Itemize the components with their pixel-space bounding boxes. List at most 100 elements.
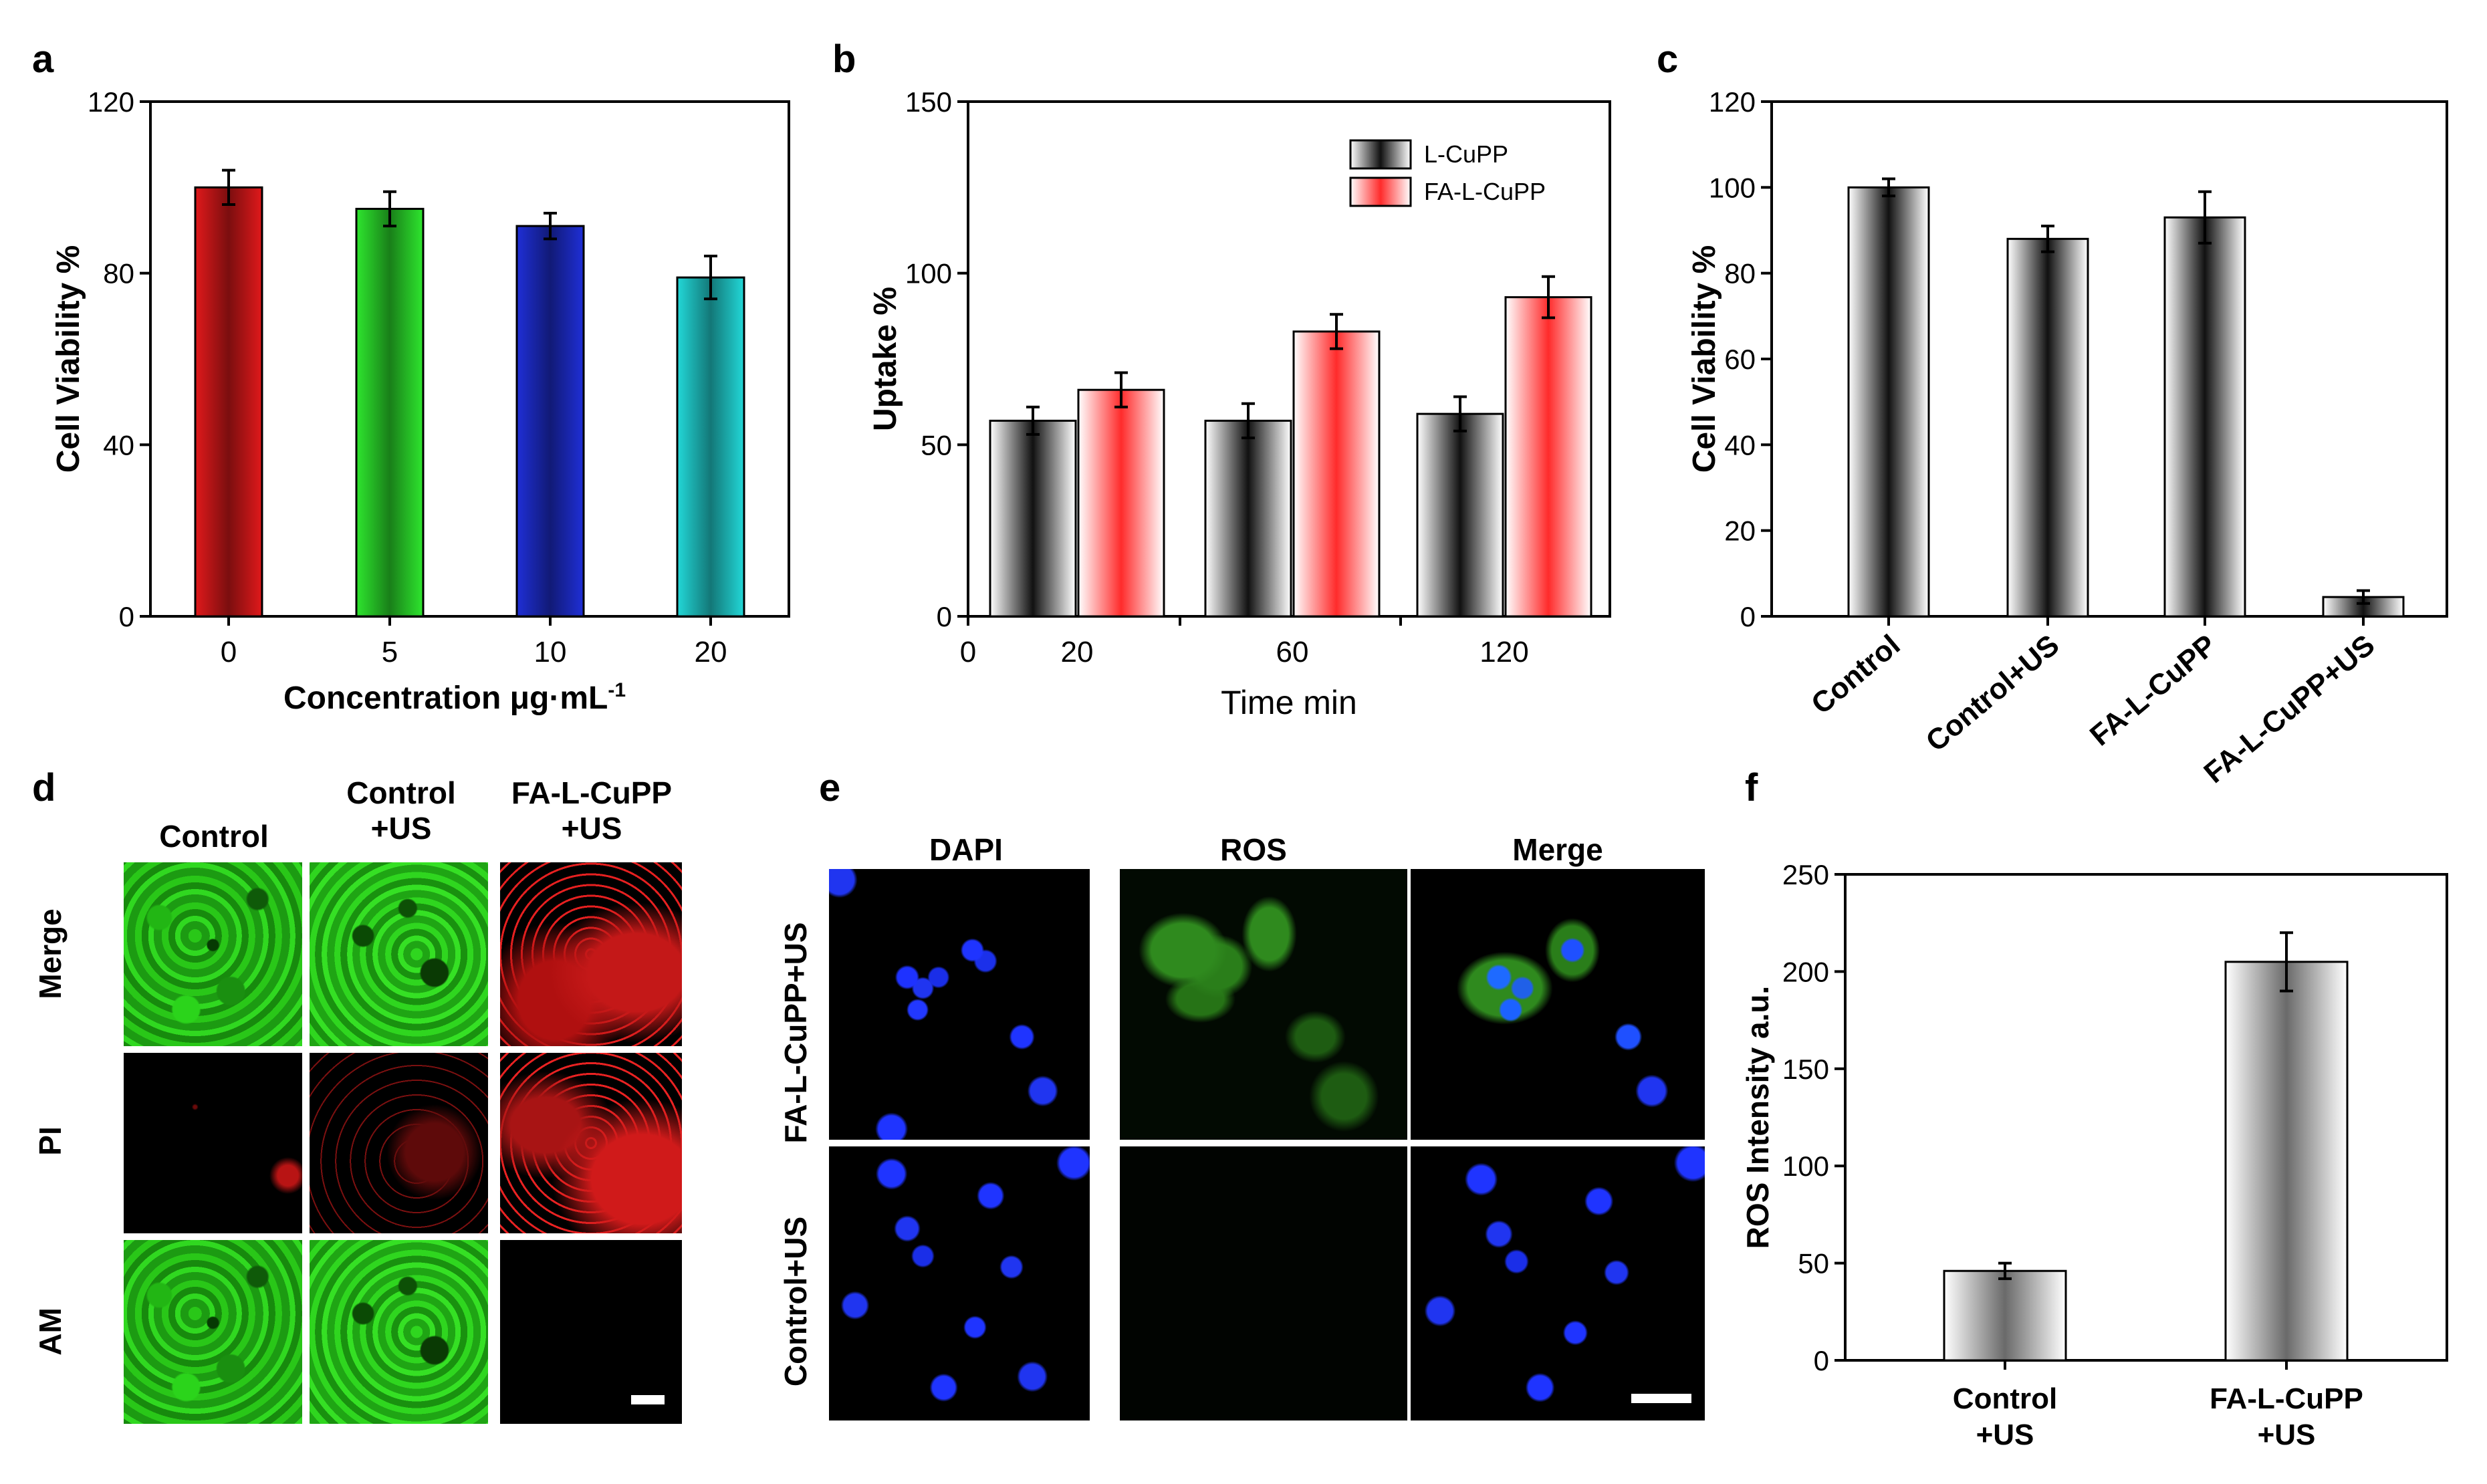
c-ylabel: Cell Viability % bbox=[1687, 245, 1722, 473]
c-ytick-label: 100 bbox=[1709, 172, 1756, 203]
e-scale-bar bbox=[1631, 1394, 1691, 1403]
f-bar bbox=[1943, 1269, 2067, 1362]
b-ytick-label: 0 bbox=[937, 601, 952, 632]
a-xlabel: Concentration μg·mL-1 bbox=[283, 679, 626, 716]
e-row-label-fa-us: FA-L-CuPP+US bbox=[778, 922, 813, 1144]
a-ytick-label: 40 bbox=[103, 429, 134, 461]
a-bar bbox=[676, 276, 745, 618]
e-tile-ros-fa-us bbox=[1120, 869, 1407, 1140]
d-tile-pi-control bbox=[124, 1053, 302, 1233]
f-ytick-label: 50 bbox=[1798, 1248, 1829, 1279]
e-tile-ros-control-us bbox=[1120, 1146, 1407, 1420]
b-bar-fa-l-cupp bbox=[1292, 330, 1381, 618]
b-xlabel: Time min bbox=[1221, 684, 1357, 721]
a-bar bbox=[194, 186, 263, 618]
a-ytick-label: 0 bbox=[119, 601, 134, 632]
d-row-label-pi: PI bbox=[33, 1126, 68, 1156]
b-xtick-label: 20 bbox=[1061, 636, 1094, 668]
a-ytick-label: 120 bbox=[88, 86, 134, 118]
a-xtick-label: 10 bbox=[534, 636, 567, 668]
b-legend-swatch bbox=[1349, 176, 1412, 207]
b-legend-label: FA-L-CuPP bbox=[1424, 178, 1546, 205]
panel-label-d: d bbox=[32, 766, 56, 810]
c-ytick-label: 40 bbox=[1724, 429, 1756, 461]
e-row-label-control-us: Control+US bbox=[778, 1216, 813, 1387]
b-legend-swatch bbox=[1349, 139, 1412, 170]
f-ytick-label: 250 bbox=[1782, 859, 1829, 890]
c-xtick-label: Control+US bbox=[1920, 628, 2066, 758]
d-tile-merge-control bbox=[124, 862, 302, 1046]
a-xlabel-sup: -1 bbox=[608, 679, 626, 701]
d-tile-merge-fa-us bbox=[500, 862, 682, 1046]
c-xtick-label: Control bbox=[1805, 628, 1906, 721]
a-xlabel-main: Concentration μg·mL bbox=[283, 681, 608, 716]
d-col-label-control-us: Control +US bbox=[308, 775, 495, 846]
c-xtick-label: FA-L-CuPP+US bbox=[2198, 628, 2381, 789]
a-axes-frame bbox=[149, 100, 790, 618]
d-tile-pi-fa-us bbox=[500, 1053, 682, 1233]
b-xtick-label: 0 bbox=[960, 636, 976, 668]
c-ytick-label: 20 bbox=[1724, 515, 1756, 547]
f-xtick-label: FA-L-CuPP bbox=[2210, 1382, 2363, 1415]
c-xtick-label: FA-L-CuPP bbox=[2084, 628, 2223, 752]
f-ytick-label: 200 bbox=[1782, 956, 1829, 987]
f-ytick-label: 0 bbox=[1814, 1345, 1829, 1376]
panel-label-e: e bbox=[819, 766, 841, 810]
a-bar bbox=[515, 225, 585, 618]
a-ytick-label: 80 bbox=[103, 258, 134, 289]
d-tile-merge-control-us bbox=[310, 862, 488, 1046]
d-col-label-fa-us-text: FA-L-CuPP +US bbox=[511, 775, 673, 846]
f-xtick-label: +US bbox=[2258, 1418, 2316, 1451]
c-bar bbox=[2163, 216, 2246, 618]
d-tile-pi-control-us bbox=[310, 1053, 488, 1233]
d-col-label-control-us-text: Control +US bbox=[346, 775, 456, 846]
e-tile-merge-control-us bbox=[1411, 1146, 1705, 1420]
panel-label-b: b bbox=[832, 37, 856, 81]
b-bar-l-cupp bbox=[1416, 412, 1504, 618]
d-tile-am-control-us bbox=[310, 1240, 488, 1424]
d-col-label-fa-us: FA-L-CuPP +US bbox=[491, 775, 692, 846]
c-ytick-label: 0 bbox=[1740, 601, 1756, 632]
b-xtick-label: 120 bbox=[1479, 636, 1528, 668]
f-ytick-label: 150 bbox=[1782, 1054, 1829, 1085]
b-bar-fa-l-cupp bbox=[1077, 388, 1165, 618]
a-xtick-label: 5 bbox=[382, 636, 398, 668]
panel-label-f: f bbox=[1745, 766, 1758, 810]
a-ylabel: Cell Viability % bbox=[51, 245, 86, 473]
e-col-label-ros: ROS bbox=[1220, 832, 1287, 867]
f-bar bbox=[2224, 961, 2349, 1362]
panel-label-c: c bbox=[1657, 37, 1679, 81]
e-col-label-dapi: DAPI bbox=[929, 832, 1003, 867]
f-ytick-label: 100 bbox=[1782, 1150, 1829, 1182]
a-xtick-label: 20 bbox=[695, 636, 727, 668]
c-ytick-label: 120 bbox=[1709, 86, 1756, 118]
b-ytick-label: 100 bbox=[905, 258, 952, 289]
a-xtick-label: 0 bbox=[221, 636, 237, 668]
e-tile-dapi-fa-us bbox=[829, 869, 1090, 1140]
c-bar bbox=[2006, 237, 2089, 618]
f-xtick-label: +US bbox=[1976, 1418, 2034, 1451]
d-row-label-am: AM bbox=[33, 1308, 68, 1356]
d-tile-am-fa-us bbox=[500, 1240, 682, 1424]
f-ylabel: ROS Intensity a.u. bbox=[1740, 986, 1775, 1249]
b-ytick-label: 150 bbox=[905, 86, 952, 118]
b-bar-fa-l-cupp bbox=[1504, 296, 1592, 618]
d-col-label-control: Control bbox=[159, 819, 269, 854]
c-bar bbox=[1847, 186, 1930, 618]
c-ytick-label: 80 bbox=[1724, 258, 1756, 289]
f-xtick-label: Control bbox=[1953, 1382, 2057, 1415]
e-tile-dapi-control-us bbox=[829, 1146, 1090, 1420]
b-bar-l-cupp bbox=[989, 419, 1077, 618]
b-xtick-label: 60 bbox=[1276, 636, 1309, 668]
b-ylabel: Uptake % bbox=[868, 287, 903, 431]
b-ytick-label: 50 bbox=[921, 429, 952, 461]
d-row-label-merge: Merge bbox=[33, 908, 68, 999]
b-bar-l-cupp bbox=[1204, 419, 1292, 618]
e-col-label-merge: Merge bbox=[1512, 832, 1603, 867]
d-scale-bar bbox=[631, 1395, 665, 1404]
b-legend-label: L-CuPP bbox=[1424, 140, 1508, 168]
c-ytick-label: 60 bbox=[1724, 344, 1756, 375]
f-axes-frame bbox=[1844, 873, 2448, 1362]
